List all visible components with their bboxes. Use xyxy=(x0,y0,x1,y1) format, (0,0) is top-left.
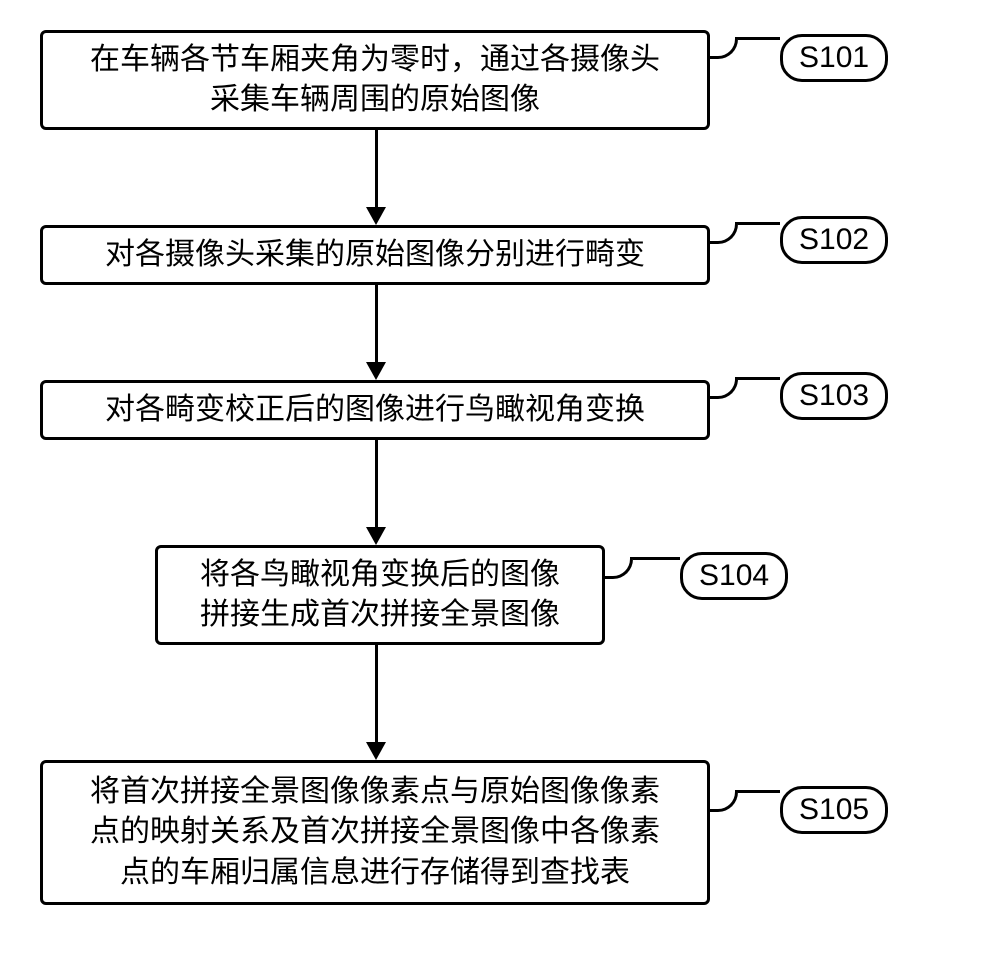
lead-connector xyxy=(710,790,738,812)
flow-step-text: 将各鸟瞰视角变换后的图像 拼接生成首次拼接全景图像 xyxy=(200,555,560,636)
flow-step-text: 对各摄像头采集的原始图像分别进行畸变 xyxy=(105,235,645,276)
flow-step-text: 将首次拼接全景图像像素点与原始图像像素 点的映射关系及首次拼接全景图像中各像素 … xyxy=(90,772,660,894)
arrow-down-icon xyxy=(366,207,386,225)
flow-step-s102: 对各摄像头采集的原始图像分别进行畸变 xyxy=(40,225,710,285)
flow-step-label-s102: S102 xyxy=(780,216,888,264)
flow-arrow xyxy=(375,130,378,209)
flow-step-s103: 对各畸变校正后的图像进行鸟瞰视角变换 xyxy=(40,380,710,440)
flow-step-text: 对各畸变校正后的图像进行鸟瞰视角变换 xyxy=(105,390,645,431)
arrow-down-icon xyxy=(366,362,386,380)
flow-step-s104: 将各鸟瞰视角变换后的图像 拼接生成首次拼接全景图像 xyxy=(155,545,605,645)
lead-connector xyxy=(710,222,738,244)
flow-step-label-s104: S104 xyxy=(680,552,788,600)
arrow-down-icon xyxy=(366,742,386,760)
flow-step-label-s103: S103 xyxy=(780,372,888,420)
flow-step-s105: 将首次拼接全景图像像素点与原始图像像素 点的映射关系及首次拼接全景图像中各像素 … xyxy=(40,760,710,905)
lead-connector xyxy=(605,557,633,579)
lead-connector xyxy=(710,377,738,399)
arrow-down-icon xyxy=(366,527,386,545)
lead-connector xyxy=(738,37,780,40)
lead-connector xyxy=(738,377,780,380)
flow-step-s101: 在车辆各节车厢夹角为零时，通过各摄像头 采集车辆周围的原始图像 xyxy=(40,30,710,130)
flow-step-label-s105: S105 xyxy=(780,786,888,834)
flowchart-canvas: 在车辆各节车厢夹角为零时，通过各摄像头 采集车辆周围的原始图像 S101 对各摄像头… xyxy=(0,0,1000,968)
flow-step-text: 在车辆各节车厢夹角为零时，通过各摄像头 采集车辆周围的原始图像 xyxy=(90,40,660,121)
flow-arrow xyxy=(375,645,378,744)
flow-arrow xyxy=(375,440,378,529)
lead-connector xyxy=(738,222,780,225)
flow-arrow xyxy=(375,285,378,364)
lead-connector xyxy=(633,557,680,560)
lead-connector xyxy=(738,790,780,793)
lead-connector xyxy=(710,37,738,59)
flow-step-label-s101: S101 xyxy=(780,34,888,82)
